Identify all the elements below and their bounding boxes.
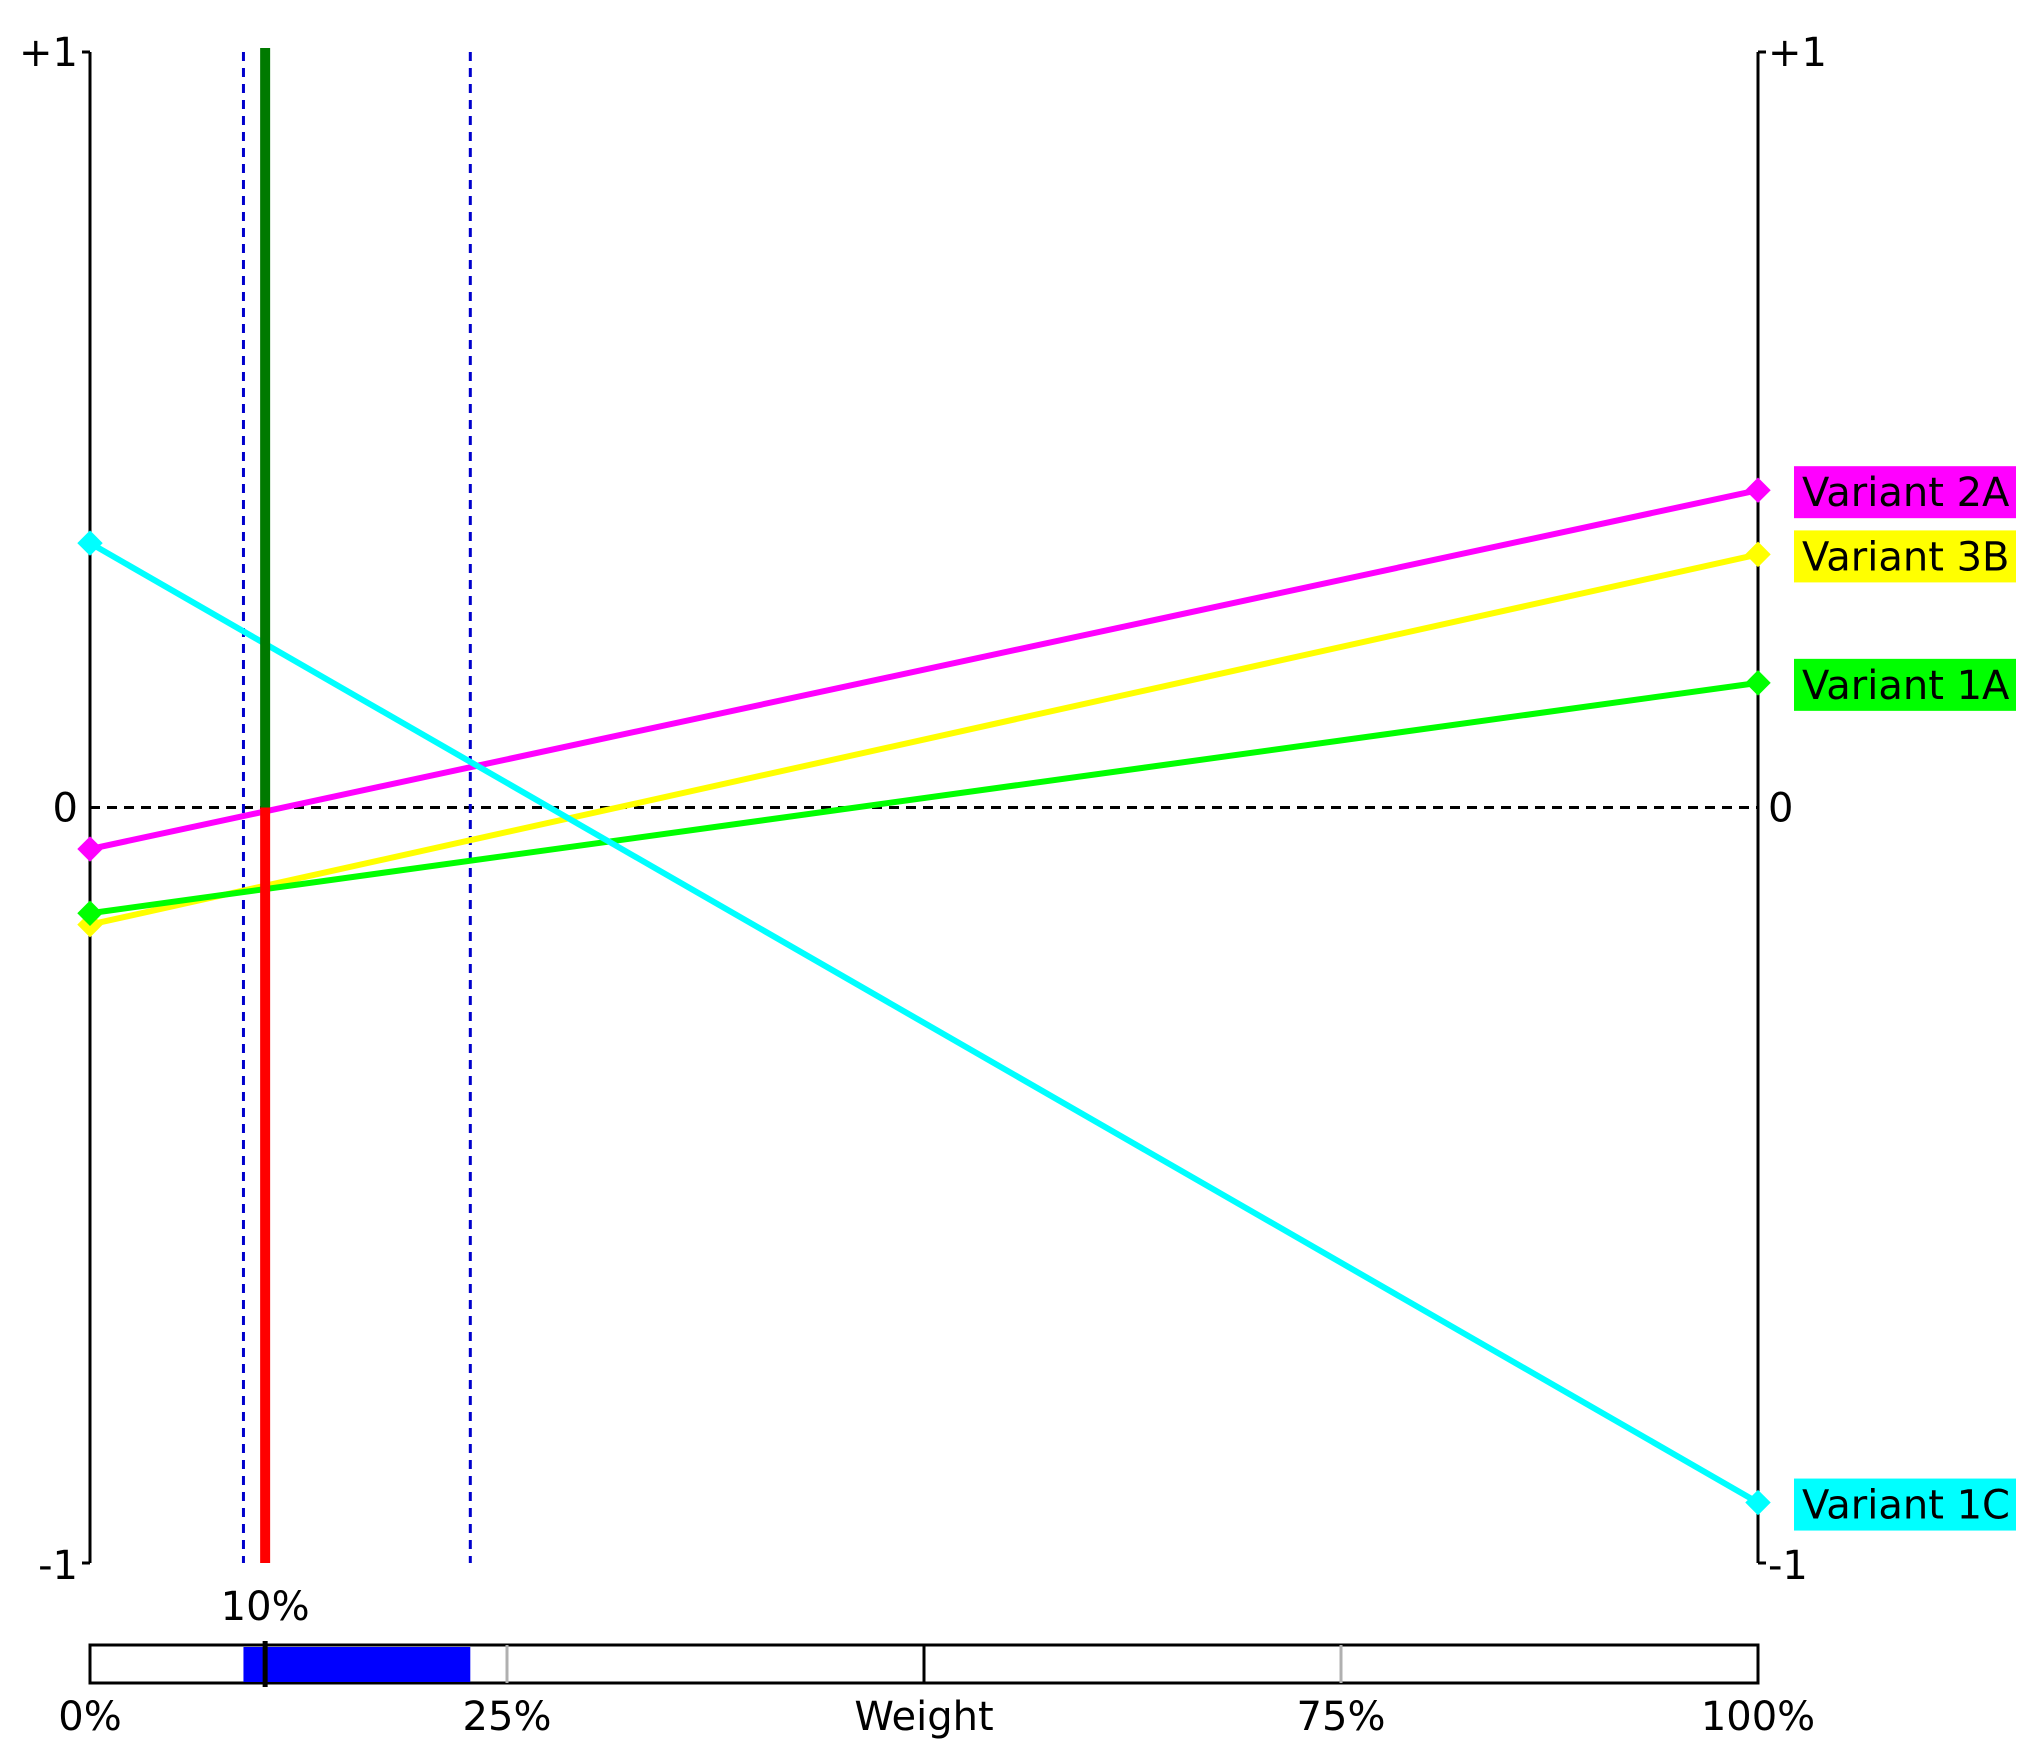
series-line <box>89 679 1759 917</box>
bottom-tick-label: Weight <box>854 1694 993 1740</box>
series-line <box>88 540 1760 1506</box>
series-point <box>1745 670 1771 696</box>
series-group <box>77 477 1771 1516</box>
slider-interval <box>243 1647 471 1682</box>
legend-swatch <box>1794 466 2016 519</box>
series-point <box>77 900 103 926</box>
bottom-tick-label: 75% <box>1297 1694 1386 1740</box>
left-tick-label: +1 <box>19 30 78 76</box>
left-tick-label: 0 <box>53 786 78 832</box>
series-line <box>89 487 1759 852</box>
legend-label: Variant 1A <box>1802 663 2010 709</box>
series-point <box>1745 541 1771 568</box>
legend-label: Variant 2A <box>1802 470 2010 516</box>
legend-swatch <box>1794 530 2016 583</box>
series-point <box>1745 1489 1771 1516</box>
weight-slider[interactable] <box>88 1641 1760 1687</box>
right-tick-label: +1 <box>1768 30 1827 76</box>
series-line <box>89 551 1759 928</box>
series-point <box>77 530 103 556</box>
series-point <box>77 836 103 862</box>
legend-label: Variant 1C <box>1802 1483 2010 1529</box>
legend-swatch <box>1794 1478 2016 1531</box>
current-weight-label: 10% <box>221 1584 310 1630</box>
bottom-tick-label: 100% <box>1701 1694 1815 1740</box>
right-tick-label: -1 <box>1768 1543 1808 1589</box>
right-tick-label: 0 <box>1768 786 1793 832</box>
left-tick-label: -1 <box>38 1543 78 1589</box>
legend-label: Variant 3B <box>1802 534 2009 580</box>
legend-swatch <box>1794 658 2016 711</box>
series-point <box>1745 477 1771 503</box>
bottom-tick-label: 0% <box>58 1694 121 1740</box>
bottom-tick-label: 25% <box>463 1694 552 1740</box>
legend: Variant 2A Variant 3B Variant 1A Variant 1C <box>1794 466 2016 1531</box>
